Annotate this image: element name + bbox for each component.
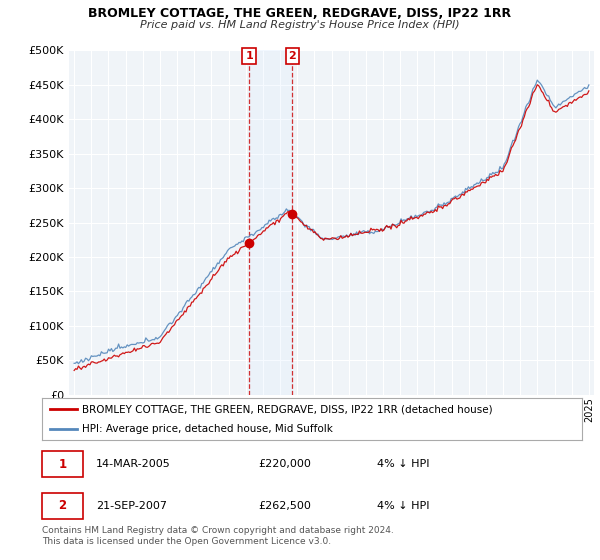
Text: 2: 2 xyxy=(58,499,67,512)
Text: 2: 2 xyxy=(289,51,296,61)
Text: 4% ↓ HPI: 4% ↓ HPI xyxy=(377,459,430,469)
Bar xyxy=(249,50,292,395)
FancyBboxPatch shape xyxy=(42,493,83,519)
Text: 1: 1 xyxy=(245,51,253,61)
Text: £262,500: £262,500 xyxy=(258,501,311,511)
Text: 21-SEP-2007: 21-SEP-2007 xyxy=(96,501,167,511)
Text: 4% ↓ HPI: 4% ↓ HPI xyxy=(377,501,430,511)
Text: Price paid vs. HM Land Registry's House Price Index (HPI): Price paid vs. HM Land Registry's House … xyxy=(140,20,460,30)
Text: Contains HM Land Registry data © Crown copyright and database right 2024.
This d: Contains HM Land Registry data © Crown c… xyxy=(42,526,394,546)
Text: BROMLEY COTTAGE, THE GREEN, REDGRAVE, DISS, IP22 1RR (detached house): BROMLEY COTTAGE, THE GREEN, REDGRAVE, DI… xyxy=(83,404,493,414)
FancyBboxPatch shape xyxy=(42,451,83,477)
Text: £220,000: £220,000 xyxy=(258,459,311,469)
Text: 14-MAR-2005: 14-MAR-2005 xyxy=(96,459,171,469)
Text: HPI: Average price, detached house, Mid Suffolk: HPI: Average price, detached house, Mid … xyxy=(83,424,334,433)
Text: BROMLEY COTTAGE, THE GREEN, REDGRAVE, DISS, IP22 1RR: BROMLEY COTTAGE, THE GREEN, REDGRAVE, DI… xyxy=(88,7,512,20)
Text: 1: 1 xyxy=(58,458,67,471)
